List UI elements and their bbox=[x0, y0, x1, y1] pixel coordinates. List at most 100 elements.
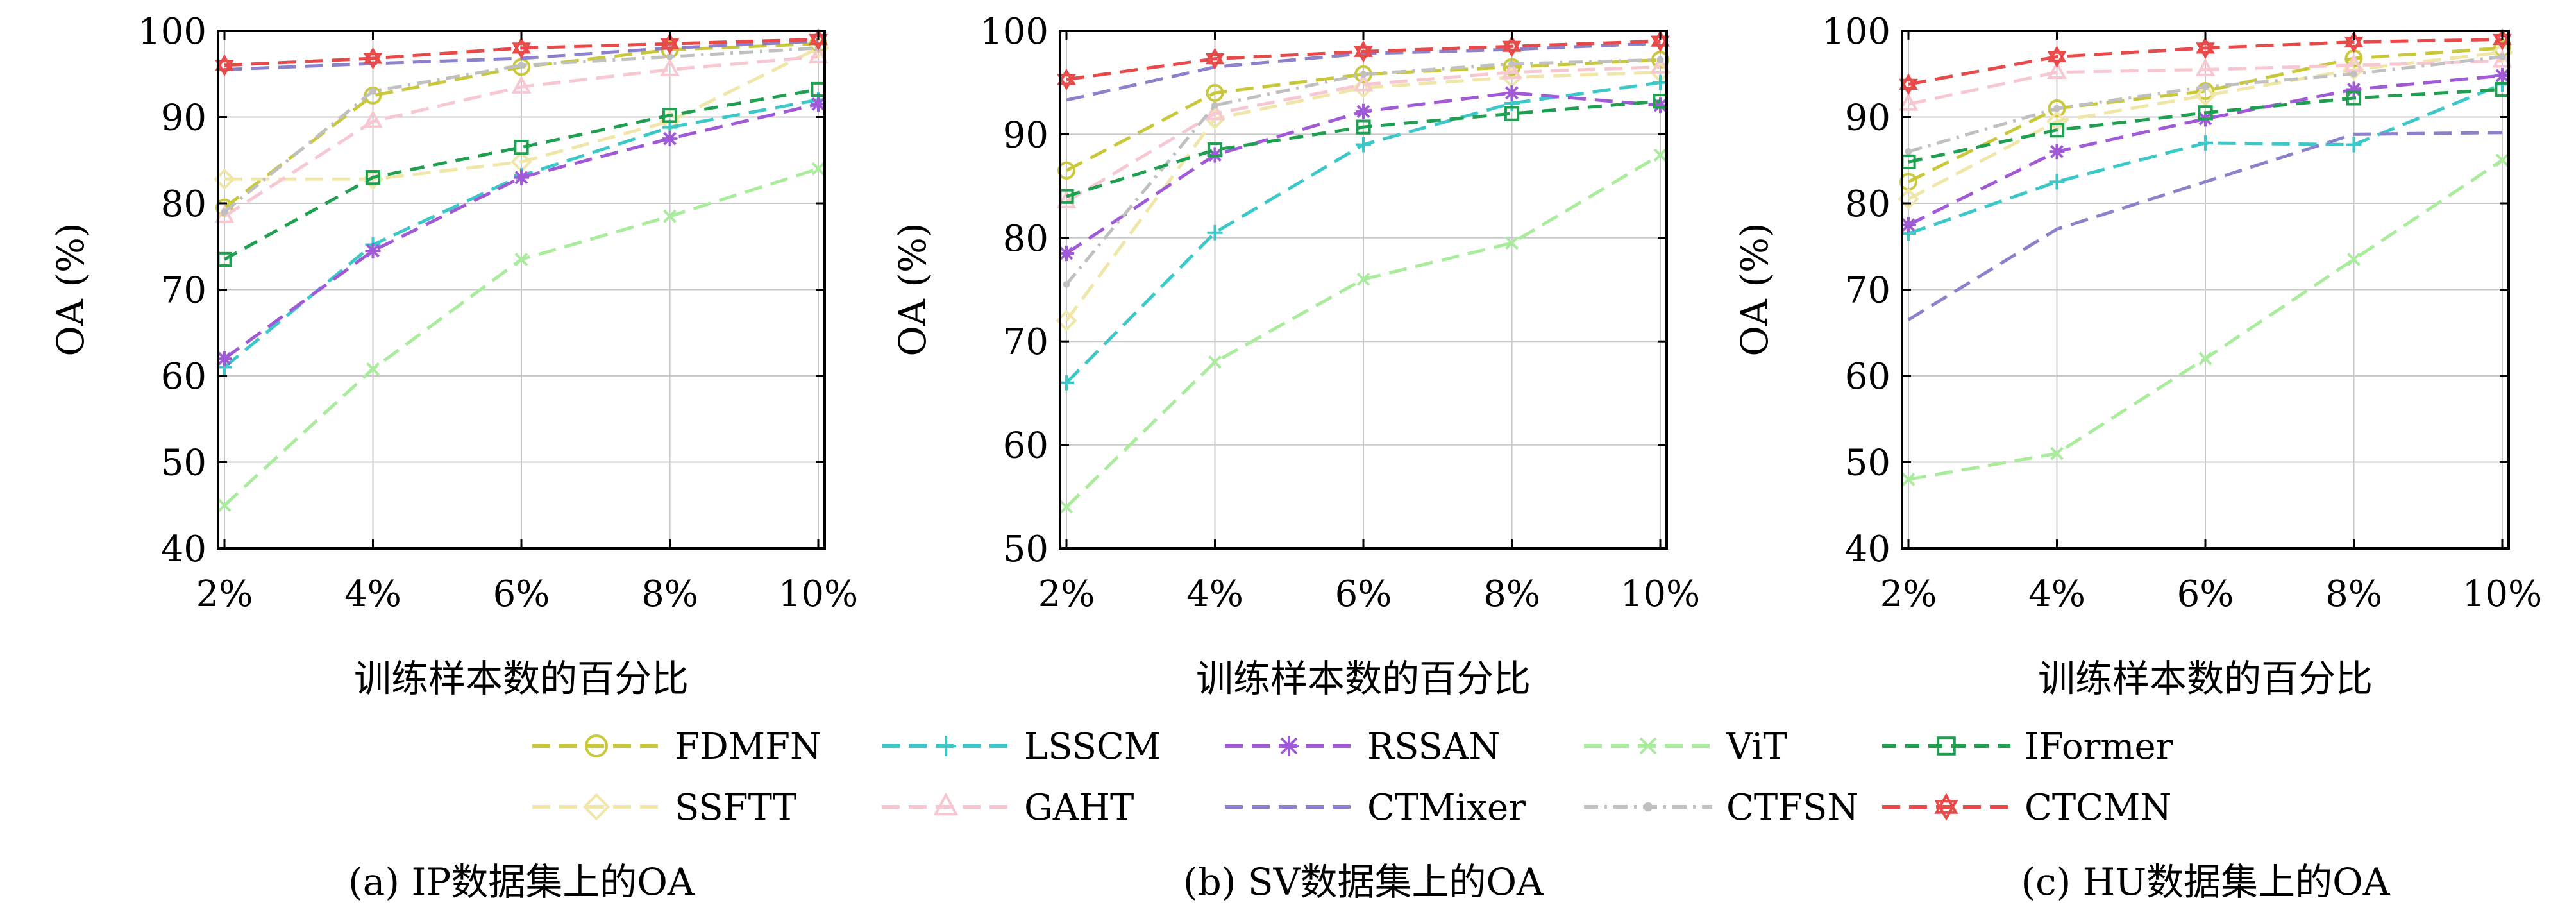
data-point bbox=[1901, 472, 1915, 486]
data-point bbox=[365, 170, 381, 185]
y-tick-label: 80 bbox=[161, 183, 206, 225]
y-axis-label: OA (%) bbox=[1733, 223, 1776, 356]
x-tick-label: 4% bbox=[2028, 573, 2085, 615]
chart-legend: FDMFN LSSCM RSSAN ViT IFormer SSFTT GAHT CTMixe… bbox=[532, 726, 2173, 829]
series-gaht bbox=[214, 45, 829, 223]
y-tick-label: 90 bbox=[1003, 114, 1048, 156]
data-point bbox=[2346, 90, 2362, 106]
data-point bbox=[1207, 224, 1223, 241]
data-point bbox=[1901, 217, 1916, 233]
data-point bbox=[2053, 105, 2060, 112]
legend-item-ctfsn: CTFSN bbox=[1584, 787, 1858, 829]
legend-item-rssan: RSSAN bbox=[1225, 726, 1500, 768]
data-point bbox=[1502, 35, 1522, 58]
data-point bbox=[2346, 81, 2362, 97]
series-line-iformer bbox=[1908, 88, 2503, 164]
legend-marker bbox=[1639, 737, 1657, 755]
data-point bbox=[1208, 355, 1222, 369]
data-point bbox=[1360, 71, 1367, 78]
series-line-ctcmn bbox=[1908, 38, 2503, 86]
panel-caption: (b) SV数据集上的OA bbox=[1183, 860, 1544, 904]
data-point bbox=[1503, 58, 1521, 76]
data-point bbox=[1207, 142, 1223, 158]
series-line-rssan bbox=[1907, 74, 2503, 226]
series-line-ctmixer bbox=[1907, 131, 2503, 321]
legend-label: ViT bbox=[1726, 726, 1787, 768]
y-tick-label: 70 bbox=[1845, 270, 1890, 312]
data-point bbox=[214, 205, 235, 223]
x-tick-label: 8% bbox=[2325, 573, 2382, 615]
data-point bbox=[363, 110, 383, 128]
series-line-gaht bbox=[1908, 59, 2503, 106]
legend-item-vit: ViT bbox=[1584, 726, 1787, 768]
data-point bbox=[1205, 47, 1225, 70]
legend-label: SSFTT bbox=[675, 787, 796, 829]
x-tick-label: 6% bbox=[1335, 573, 1392, 615]
data-point bbox=[215, 54, 234, 77]
x-axis-label: 训练样本数的百分比 bbox=[354, 657, 689, 700]
panel-b: 50 60 70 80 90 100 2% 4% 6% 8% 10% OA (%) 训练样本数的百分比 (… bbox=[891, 11, 1700, 904]
data-point bbox=[221, 208, 228, 216]
series-line-ssftt bbox=[224, 46, 820, 181]
y-tick-label: 70 bbox=[1003, 321, 1048, 363]
data-point bbox=[1356, 103, 1371, 119]
data-point bbox=[512, 37, 531, 60]
data-point bbox=[1056, 190, 1077, 208]
data-point bbox=[811, 162, 825, 176]
legend-marker bbox=[585, 734, 608, 757]
legend-label: CTCMN bbox=[2025, 787, 2171, 829]
data-point bbox=[514, 253, 528, 266]
panel-caption: (a) IP数据集上的OA bbox=[348, 860, 695, 904]
legend-label: CTFSN bbox=[1726, 787, 1858, 829]
x-tick-label: 8% bbox=[1483, 573, 1540, 615]
series-gaht bbox=[1898, 49, 2513, 111]
series-line-rssan bbox=[223, 102, 819, 360]
data-point bbox=[518, 62, 525, 69]
y-tick-label: 50 bbox=[1845, 443, 1890, 484]
y-tick-label: 50 bbox=[161, 443, 206, 484]
data-point bbox=[811, 96, 826, 112]
data-point bbox=[511, 75, 532, 94]
x-tick-label: 4% bbox=[344, 573, 401, 615]
y-tick-label: 100 bbox=[980, 11, 1048, 53]
data-point bbox=[1905, 148, 1912, 155]
y-tick-label: 60 bbox=[1003, 425, 1048, 467]
y-tick-label: 40 bbox=[161, 529, 206, 570]
legend-item-ctmixer: CTMixer bbox=[1225, 787, 1526, 829]
data-point bbox=[2198, 135, 2213, 151]
data-point bbox=[2198, 105, 2213, 121]
data-point bbox=[2196, 37, 2215, 60]
data-point bbox=[1059, 246, 1074, 262]
x-tick-label: 6% bbox=[493, 573, 550, 615]
data-point bbox=[808, 45, 829, 63]
data-point bbox=[1504, 85, 1520, 101]
legend-label: CTMixer bbox=[1367, 787, 1526, 829]
panel-caption: (c) HU数据集上的OA bbox=[2021, 860, 2390, 904]
data-point bbox=[217, 498, 232, 512]
legend-marker bbox=[933, 792, 959, 816]
y-tick-label: 100 bbox=[138, 11, 206, 53]
data-point bbox=[2047, 60, 2067, 79]
legend-label: FDMFN bbox=[675, 726, 821, 768]
data-point bbox=[1650, 55, 1671, 74]
x-tick-label: 10% bbox=[779, 573, 858, 615]
data-point bbox=[666, 53, 673, 60]
data-point bbox=[660, 58, 680, 76]
data-point bbox=[1356, 137, 1371, 153]
legend-marker bbox=[1937, 736, 1956, 756]
data-point bbox=[2346, 137, 2362, 153]
data-point bbox=[217, 351, 232, 367]
y-tick-label: 100 bbox=[1822, 11, 1890, 53]
data-point bbox=[2350, 70, 2357, 78]
data-point bbox=[1063, 281, 1070, 288]
series-vit bbox=[1901, 153, 2509, 486]
data-point bbox=[1505, 236, 1519, 250]
series-line-ctcmn bbox=[1066, 39, 1661, 81]
legend-marker bbox=[582, 793, 610, 821]
y-tick-label: 40 bbox=[1845, 529, 1890, 570]
series-gaht bbox=[1056, 55, 1671, 208]
legend-label: IFormer bbox=[2025, 726, 2173, 768]
series-line-ctfsn bbox=[223, 46, 819, 214]
data-point bbox=[662, 131, 678, 147]
